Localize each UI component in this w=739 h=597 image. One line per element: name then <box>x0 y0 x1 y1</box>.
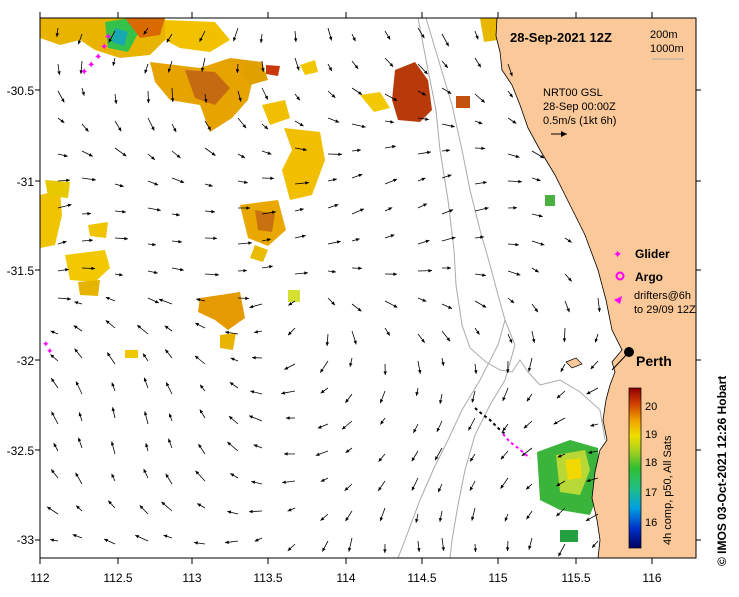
x-tick-label: 114 <box>336 571 355 585</box>
colorbar-tick: 17 <box>645 487 657 499</box>
contour-1000-label: 1000m <box>650 43 684 55</box>
colorbar-tick: 20 <box>645 401 657 413</box>
svg-text:✦: ✦ <box>94 52 102 63</box>
colorbar-tick: 19 <box>645 429 657 441</box>
x-tick-label: 112 <box>30 571 49 585</box>
model-label: NRT00 GSL <box>543 87 603 99</box>
svg-text:✦: ✦ <box>46 346 54 356</box>
x-tick-label: 116 <box>642 571 661 585</box>
x-tick-label: 114.5 <box>407 571 436 585</box>
credit-label: © IMOS 03-Oct-2021 12:26 Hobart <box>715 376 729 566</box>
svg-text:✦: ✦ <box>100 42 108 53</box>
speed-scale-label: 0.5m/s (1kt 6h) <box>543 115 616 127</box>
x-tick-label: 112.5 <box>103 571 132 585</box>
y-tick-label: -30.5 <box>7 84 35 98</box>
colorbar-label: 4h comp, p50, All Sats <box>662 435 674 545</box>
x-tick-label: 113 <box>182 571 201 585</box>
argo-legend-label: Argo <box>635 270 663 284</box>
y-tick-label: -32 <box>17 354 35 368</box>
city-label: Perth <box>636 353 672 369</box>
drifter-legend-label-1: drifters@6h <box>634 290 691 302</box>
y-tick-label: -31 <box>17 175 35 189</box>
sst-colorbar <box>629 388 641 548</box>
glider-legend-icon: ✦ <box>613 249 622 261</box>
y-tick-label: -31.5 <box>7 264 35 278</box>
colorbar-tick: 16 <box>645 517 657 529</box>
colorbar-tick: 18 <box>645 457 657 469</box>
date-time-title: 28-Sep-2021 12Z <box>510 30 612 45</box>
x-tick-label: 115.5 <box>561 571 590 585</box>
y-tick-label: -32.5 <box>7 444 35 458</box>
svg-text:✦: ✦ <box>104 32 112 43</box>
model-time-label: 28-Sep 00:00Z <box>543 101 616 113</box>
drifter-legend-label-2: to 29/09 12Z <box>634 304 696 316</box>
y-tick-label: -33 <box>17 533 35 547</box>
x-tick-label: 113.5 <box>253 571 282 585</box>
x-axis-labels: 112 112.5 113 113.5 114 114.5 115 115.5 … <box>30 571 661 585</box>
glider-legend-label: Glider <box>635 247 670 261</box>
contour-200-label: 200m <box>650 29 678 41</box>
x-tick-label: 115 <box>488 571 507 585</box>
y-axis-labels: -30.5 -31 -31.5 -32 -32.5 -33 <box>7 84 35 547</box>
